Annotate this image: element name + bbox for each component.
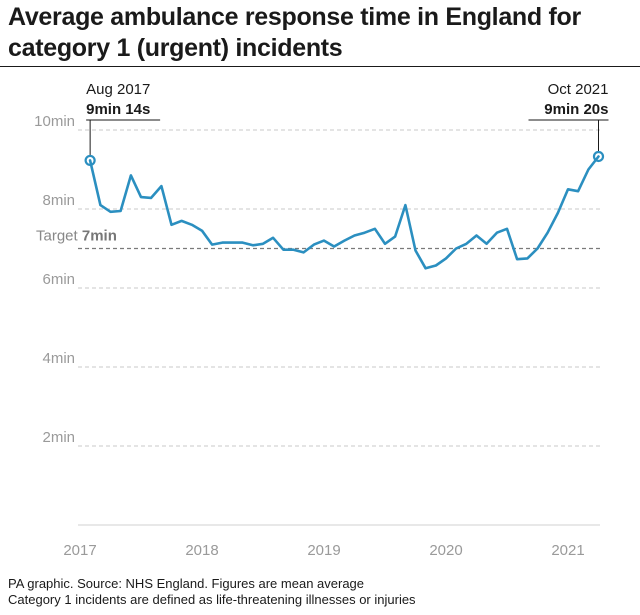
annotation-date: Aug 2017 [86,81,150,98]
y-tick-label: 10min [34,113,75,130]
series-group [88,155,600,270]
target-label: Target 7min [36,228,117,245]
source-note: PA graphic. Source: NHS England. Figures… [8,576,416,608]
x-tick-label: 2021 [551,542,584,559]
y-axis-labels: 10min 8min 6min 4min 2min [34,113,75,446]
gridlines [78,129,600,526]
source-line-2: Category 1 incidents are defined as life… [8,592,416,607]
y-tick-label: 2min [42,429,75,446]
x-axis-labels: 2017 2018 2019 2020 2021 [63,542,584,559]
title-divider [0,66,640,67]
x-tick-label: 2018 [185,542,218,559]
annotation-value: 9min 14s [86,101,150,118]
source-line-1: PA graphic. Source: NHS England. Figures… [8,576,365,591]
x-tick-label: 2019 [307,542,340,559]
annotation-value: 9min 20s [544,101,608,118]
series-line [88,155,600,270]
target-line-group: Target 7min [36,228,600,250]
y-tick-label: 8min [42,192,75,209]
x-tick-label: 2017 [63,542,96,559]
target-label-prefix: Target [36,228,82,245]
chart-title: Average ambulance response time in Engla… [8,3,581,62]
target-label-value: 7min [82,228,117,245]
x-tick-label: 2020 [429,542,462,559]
y-tick-label: 4min [42,350,75,367]
y-tick-label: 6min [42,271,75,288]
annotation-date: Oct 2021 [548,81,609,98]
annotations: Aug 2017 9min 14s Oct 2021 9min 20s [84,81,609,167]
